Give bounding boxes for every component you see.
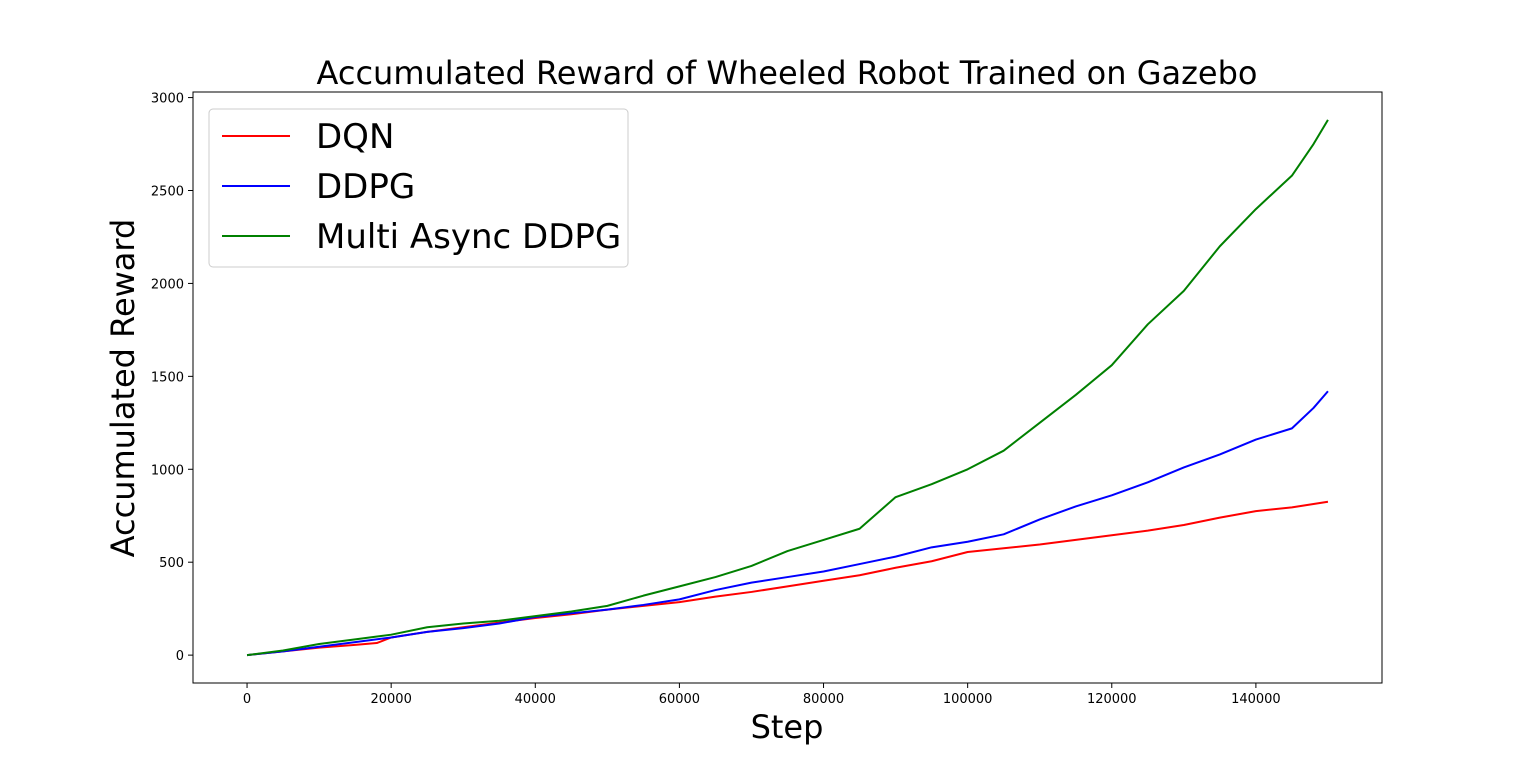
x-tick-label: 40000 <box>515 692 556 707</box>
legend-box <box>208 108 629 268</box>
y-axis-label: Accumulated Reward <box>104 219 142 558</box>
x-tick-label: 60000 <box>659 692 700 707</box>
plot-frame <box>192 91 1383 684</box>
x-tick-label: 100000 <box>943 692 993 707</box>
y-axis: 0 500 1000 1500 2000 2500 3000 <box>151 92 193 664</box>
chart-title: Accumulated Reward of Wheeled Robot Trai… <box>317 54 1258 92</box>
x-tick-label: 20000 <box>370 692 411 707</box>
x-axis: 0 20000 40000 60000 80000 100000 120000 140000 <box>243 683 1281 707</box>
y-tick-label: 2500 <box>151 185 184 200</box>
x-tick-label: 0 <box>243 692 251 707</box>
legend-label: DQN <box>316 117 394 157</box>
x-tick-label: 140000 <box>1231 692 1281 707</box>
x-tick-label: 80000 <box>803 692 844 707</box>
y-tick-label: 1500 <box>151 370 184 385</box>
y-tick-label: 500 <box>159 556 184 571</box>
series-line-0 <box>246 500 1329 657</box>
legend: DQN DDPG Multi Async DDPG <box>208 108 629 268</box>
series-line-1 <box>246 390 1329 657</box>
x-axis-label: Step <box>751 708 824 746</box>
legend-label: DDPG <box>316 167 415 207</box>
y-tick-label: 0 <box>176 649 184 664</box>
y-tick-label: 2000 <box>151 277 184 292</box>
y-tick-label: 3000 <box>151 92 184 107</box>
y-tick-label: 1000 <box>151 463 184 478</box>
plot-area <box>246 119 1329 657</box>
legend-label: Multi Async DDPG <box>316 217 621 257</box>
x-tick-label: 120000 <box>1087 692 1137 707</box>
series-line-2 <box>246 119 1329 657</box>
